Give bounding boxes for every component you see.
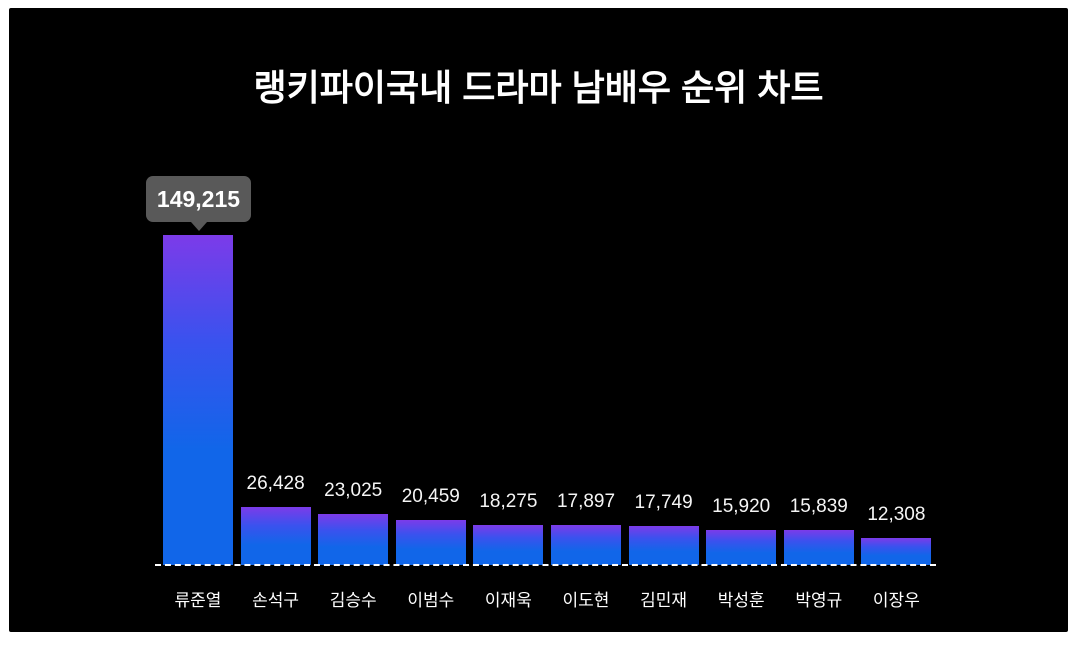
- category-label: 류준열: [174, 591, 222, 610]
- chart-canvas: 랭키파이국내 드라마 남배우 순위 차트 149,215 류준열 26,428 손석…: [9, 8, 1068, 632]
- x-axis-baseline: [155, 564, 936, 566]
- bar[interactable]: [318, 514, 389, 565]
- bar-value-label: 15,839: [789, 495, 848, 517]
- plot-area: 149,215 류준열 26,428 손석구 23,025 김승수 20,459 이범수 18…: [9, 8, 1068, 632]
- bar[interactable]: [551, 525, 621, 565]
- category-label: 이재욱: [484, 591, 532, 610]
- value-tooltip: 149,215: [146, 176, 251, 231]
- category-label: 이장우: [872, 591, 920, 610]
- bar[interactable]: [240, 506, 311, 565]
- bar[interactable]: [628, 525, 699, 565]
- bar[interactable]: [163, 235, 233, 565]
- category-label: 손석구: [252, 591, 300, 610]
- bar-value-label: 18,275: [479, 490, 538, 512]
- bar[interactable]: [706, 529, 777, 565]
- tooltip-value: 149,215: [156, 186, 241, 212]
- category-label: 이도현: [562, 591, 610, 610]
- bar-value-label: 20,459: [401, 485, 460, 507]
- category-label: 박성훈: [717, 591, 765, 610]
- bar[interactable]: [395, 519, 466, 565]
- bar-value-label: 23,025: [324, 480, 383, 502]
- bar[interactable]: [473, 524, 544, 565]
- category-label: 김민재: [640, 591, 688, 610]
- chart-title: 랭키파이국내 드라마 남배우 순위 차트: [253, 67, 824, 108]
- category-label: 김승수: [329, 591, 377, 610]
- bar[interactable]: [861, 537, 932, 565]
- bar-value-label: 26,428: [246, 472, 305, 494]
- category-label: 이범수: [407, 591, 455, 610]
- tooltip-arrow-icon: [190, 222, 207, 231]
- category-label: 박영규: [795, 591, 843, 610]
- bar[interactable]: [783, 529, 854, 565]
- bar-value-label: 15,920: [712, 495, 771, 517]
- bar-value-label: 12,308: [867, 503, 926, 525]
- bar-value-label: 17,749: [634, 491, 693, 513]
- bar-value-label: 17,897: [556, 491, 616, 513]
